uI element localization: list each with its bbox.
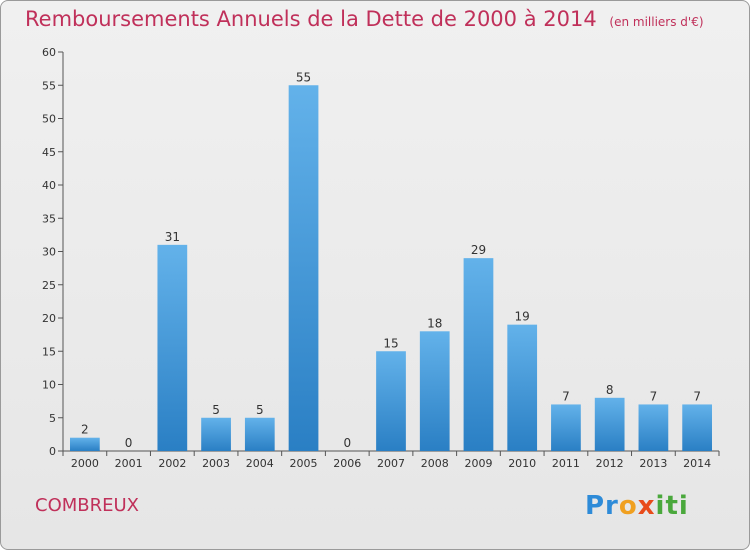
x-tick-label-2004: 2004 — [246, 457, 274, 470]
bar-2003 — [201, 417, 231, 451]
value-label-2010: 19 — [515, 310, 530, 324]
value-label-2014: 7 — [693, 389, 701, 403]
value-label-2006: 0 — [343, 436, 351, 450]
value-label-2013: 7 — [650, 389, 658, 403]
x-tick-label-2000: 2000 — [71, 457, 99, 470]
bar-2014 — [682, 404, 713, 451]
x-tick-label-2011: 2011 — [552, 457, 580, 470]
y-tick-label: 40 — [42, 179, 56, 192]
bar-2000 — [69, 437, 100, 451]
bar-2009 — [463, 258, 494, 451]
x-tick-label-2008: 2008 — [421, 457, 449, 470]
chart-unit: (en milliers d'€) — [609, 15, 704, 29]
x-tick-label-2003: 2003 — [202, 457, 230, 470]
y-tick-label: 30 — [42, 246, 56, 259]
x-tick-label-2013: 2013 — [639, 457, 667, 470]
y-tick-label: 45 — [42, 146, 56, 159]
y-tick-label: 0 — [49, 445, 56, 458]
bar-2008 — [419, 331, 450, 451]
x-tick-label-2001: 2001 — [115, 457, 143, 470]
x-tick-label-2006: 2006 — [333, 457, 361, 470]
y-tick-label: 15 — [42, 345, 56, 358]
bar-2012 — [594, 397, 625, 451]
chart-title-text: Remboursements Annuels de la Dette de 20… — [25, 7, 597, 31]
value-label-2003: 5 — [212, 403, 220, 417]
x-tick-label-2009: 2009 — [464, 457, 492, 470]
value-label-2011: 7 — [562, 389, 570, 403]
x-tick-label-2007: 2007 — [377, 457, 405, 470]
value-label-2009: 29 — [471, 243, 486, 257]
y-tick-label: 35 — [42, 212, 56, 225]
x-tick-label-2002: 2002 — [158, 457, 186, 470]
proxiti-logo: Proxiti — [585, 491, 689, 521]
value-label-2000: 2 — [81, 423, 89, 437]
bar-2004 — [244, 417, 275, 451]
y-tick-label: 55 — [42, 79, 56, 92]
x-tick-label-2014: 2014 — [683, 457, 711, 470]
y-tick-label: 25 — [42, 279, 56, 292]
y-tick-label: 20 — [42, 312, 56, 325]
bar-2005 — [288, 85, 319, 451]
y-tick-label: 10 — [42, 379, 56, 392]
bar-2007 — [376, 351, 406, 451]
value-label-2007: 15 — [383, 336, 398, 350]
value-label-2008: 18 — [427, 316, 442, 330]
y-tick-label: 60 — [42, 46, 56, 59]
x-tick-label-2012: 2012 — [596, 457, 624, 470]
y-tick-label: 50 — [42, 113, 56, 126]
value-label-2001: 0 — [125, 436, 133, 450]
value-label-2012: 8 — [606, 383, 614, 397]
bar-2011 — [551, 404, 581, 451]
value-label-2004: 5 — [256, 403, 264, 417]
bar-2002 — [157, 244, 188, 451]
value-label-2005: 55 — [296, 70, 311, 84]
chart-title: Remboursements Annuels de la Dette de 20… — [25, 7, 704, 31]
x-tick-label-2010: 2010 — [508, 457, 536, 470]
commune-name: COMBREUX — [35, 495, 140, 516]
bar-2013 — [638, 404, 669, 451]
value-label-2002: 31 — [165, 230, 180, 244]
y-tick-label: 5 — [49, 412, 56, 425]
x-tick-label-2005: 2005 — [290, 457, 318, 470]
bar-2010 — [507, 324, 538, 451]
